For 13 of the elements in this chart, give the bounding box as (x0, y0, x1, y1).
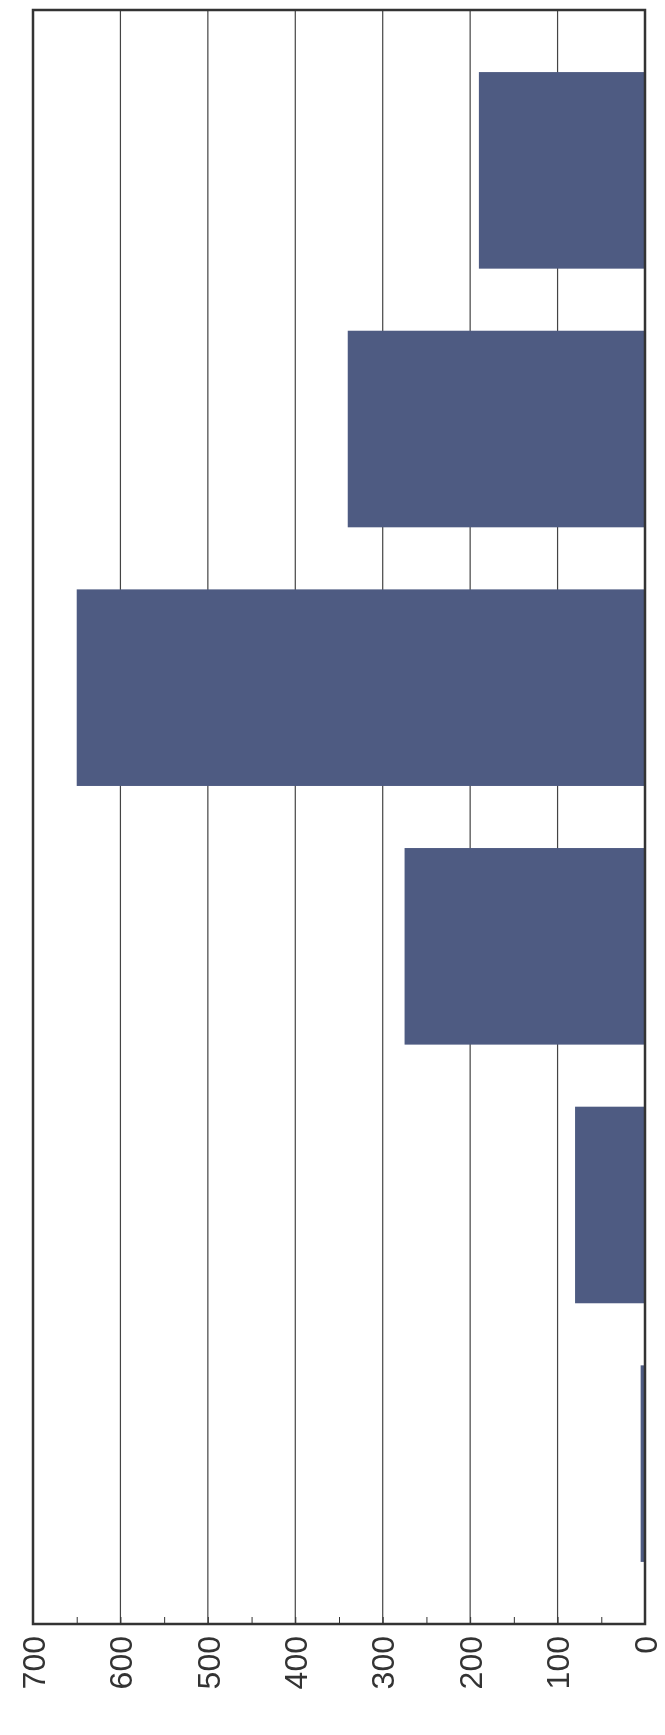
bar (575, 1106, 645, 1304)
x-tick-label: 0 (627, 1636, 664, 1654)
x-tick-label: 300 (365, 1636, 402, 1690)
x-tick-label: 600 (103, 1636, 140, 1690)
x-tick-label: 500 (190, 1636, 227, 1690)
bar (404, 848, 645, 1045)
x-tick-label: 100 (540, 1636, 577, 1690)
bar (478, 72, 645, 269)
x-tick-label: 200 (452, 1636, 489, 1690)
bar (76, 589, 645, 786)
x-tick-label: 700 (15, 1636, 52, 1690)
x-tick-label: 400 (277, 1636, 314, 1690)
bar (347, 330, 645, 528)
